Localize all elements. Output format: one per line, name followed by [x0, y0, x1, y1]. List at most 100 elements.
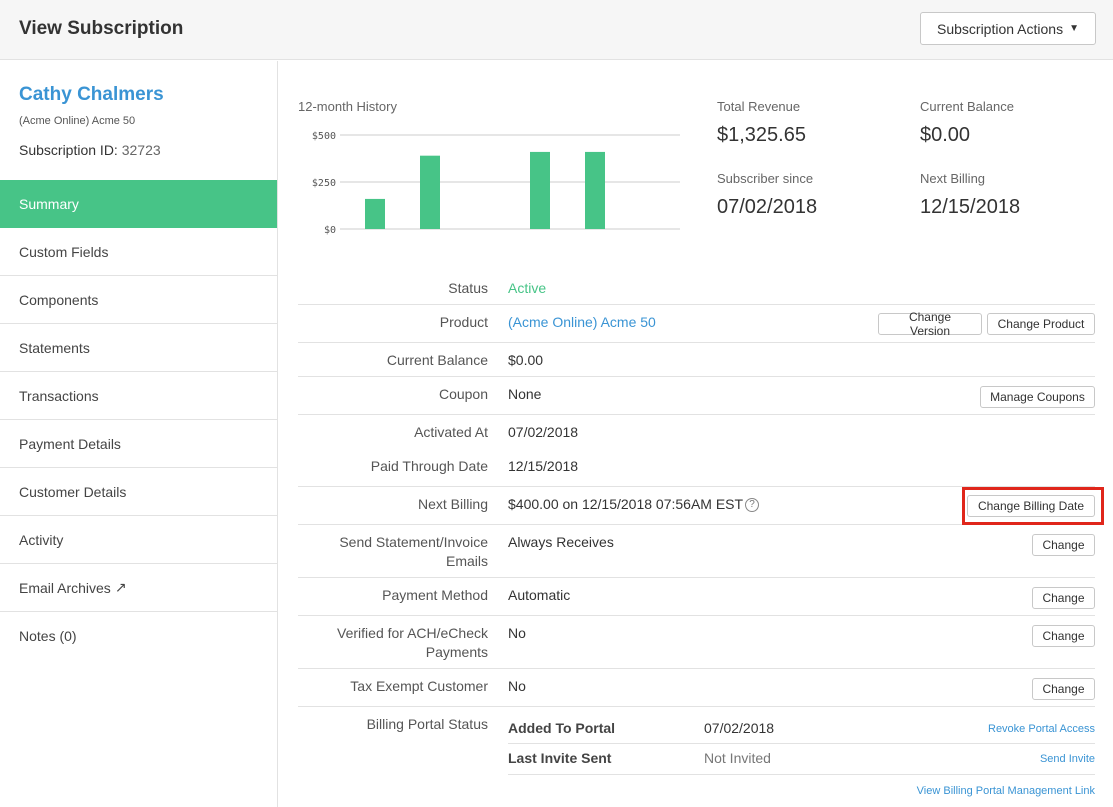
- ach-label-line2: Payments: [425, 644, 488, 660]
- ach-label: Verified for ACH/eCheck Payments: [337, 624, 488, 662]
- history-label: 12-month History: [298, 99, 397, 114]
- detail-row-balance: Current Balance $0.00: [298, 343, 1095, 377]
- change-tax-exempt-button[interactable]: Change: [1032, 678, 1095, 700]
- status-value: Active: [508, 280, 547, 296]
- activated-label: Activated At: [414, 424, 488, 440]
- next-billing-row-label: Next Billing: [417, 496, 488, 512]
- change-ach-button[interactable]: Change: [1032, 625, 1095, 647]
- sidebar-item-label: Transactions: [19, 387, 99, 404]
- y-tick-label: $0: [324, 225, 336, 236]
- paid-through-label: Paid Through Date: [370, 458, 488, 474]
- subscription-details: Status Active Product (Acme Online) Acme…: [298, 271, 1104, 807]
- sidebar-item-label: Summary: [19, 195, 79, 212]
- payment-method-label: Payment Method: [382, 587, 488, 603]
- next-billing-value: 12/15/2018: [920, 196, 1021, 218]
- portal-added-label: Added To Portal: [508, 720, 616, 736]
- sidebar-item-payment-details[interactable]: Payment Details: [0, 420, 277, 468]
- detail-row-product: Product (Acme Online) Acme 50 Change Ver…: [298, 305, 1095, 343]
- change-version-button[interactable]: Change Version: [878, 310, 982, 338]
- customer-name-link[interactable]: Cathy Chalmers: [19, 84, 164, 105]
- chart-bar: [420, 155, 440, 229]
- sidebar-item-label: Statements: [19, 339, 90, 356]
- payment-method-value: Automatic: [508, 587, 571, 603]
- page-title: View Subscription: [19, 18, 184, 39]
- statement-emails-label-line1: Send Statement/Invoice: [339, 534, 488, 550]
- change-billing-date-button[interactable]: Change Billing Date: [967, 495, 1095, 517]
- coupon-value: None: [508, 386, 542, 402]
- sidebar-item-statements[interactable]: Statements: [0, 324, 277, 372]
- change-statement-emails-button[interactable]: Change: [1032, 534, 1095, 556]
- page-header: View Subscription Subscription Actions ▼: [0, 0, 1113, 60]
- product-label: Product: [439, 314, 488, 330]
- detail-row-coupon: Coupon None Manage Coupons: [298, 377, 1095, 415]
- tax-exempt-value: No: [508, 678, 526, 694]
- portal-invite-label: Last Invite Sent: [508, 750, 612, 766]
- detail-row-tax-exempt: Tax Exempt Customer No Change: [298, 669, 1095, 707]
- send-invite-link[interactable]: Send Invite: [1039, 753, 1095, 765]
- sidebar-item-summary[interactable]: Summary: [0, 180, 277, 228]
- history-chart: $500 $250 $0: [312, 131, 680, 236]
- status-label: Status: [448, 280, 488, 296]
- detail-row-activated: Activated At 07/02/2018: [298, 415, 1095, 449]
- ach-value: No: [508, 625, 526, 641]
- chart-bar: [585, 151, 605, 229]
- revoke-portal-access-link[interactable]: Revoke Portal Access: [988, 723, 1095, 735]
- detail-row-payment-method: Payment Method Automatic Change: [298, 578, 1095, 616]
- change-payment-method-button[interactable]: Change: [1032, 587, 1095, 609]
- coupon-label: Coupon: [438, 386, 488, 402]
- detail-row-status: Status Active: [298, 271, 1095, 305]
- subscription-actions-label: Subscription Actions: [937, 20, 1064, 37]
- external-link-icon: ↗: [114, 579, 127, 595]
- help-icon[interactable]: ?: [745, 498, 760, 513]
- y-tick-label: $250: [312, 178, 336, 189]
- tax-exempt-label: Tax Exempt Customer: [350, 678, 488, 694]
- chart-bar: [530, 151, 550, 229]
- customer-product: (Acme Online) Acme 50: [19, 115, 136, 127]
- portal-added-value: 07/02/2018: [704, 720, 775, 736]
- chart-bar: [365, 198, 385, 229]
- subscription-id-label: Subscription ID:: [19, 142, 118, 158]
- sidebar-item-activity[interactable]: Activity: [0, 516, 277, 564]
- next-billing-row-value: $400.00 on 12/15/2018 07:56AM EST?: [508, 495, 760, 514]
- subscription-id-value: 32723: [121, 142, 161, 158]
- sidebar-item-label: Custom Fields: [19, 243, 109, 260]
- subscription-actions-button[interactable]: Subscription Actions ▼: [920, 12, 1096, 45]
- sidebar-nav: Summary Custom Fields Components Stateme…: [0, 180, 277, 660]
- sidebar-item-customer-details[interactable]: Customer Details: [0, 468, 277, 516]
- detail-row-statement-emails: Send Statement/Invoice Emails Always Rece…: [298, 525, 1095, 578]
- sidebar-item-components[interactable]: Components: [0, 276, 277, 324]
- chevron-down-icon: ▼: [1069, 23, 1079, 34]
- activated-value: 07/02/2018: [508, 424, 579, 440]
- ach-label-line1: Verified for ACH/eCheck: [337, 625, 488, 641]
- detail-row-next-billing: Next Billing $400.00 on 12/15/2018 07:56…: [298, 487, 1104, 525]
- balance-label: Current Balance: [386, 352, 488, 368]
- subscriber-since-label: Subscriber since: [717, 171, 814, 186]
- sidebar-item-custom-fields[interactable]: Custom Fields: [0, 228, 277, 276]
- change-product-button[interactable]: Change Product: [987, 313, 1095, 335]
- portal-invite-value: Not Invited: [704, 750, 771, 766]
- sidebar-item-label: Activity: [19, 531, 64, 548]
- sidebar-item-notes[interactable]: Notes (0): [0, 612, 277, 660]
- sidebar-item-label: Notes (0): [19, 628, 77, 644]
- view-portal-link[interactable]: View Billing Portal Management Link: [916, 785, 1095, 797]
- current-balance-value: $0.00: [920, 124, 971, 146]
- next-billing-text: $400.00 on 12/15/2018 07:56AM EST: [508, 496, 744, 512]
- statement-emails-value: Always Receives: [508, 534, 614, 550]
- next-billing-label: Next Billing: [920, 171, 986, 186]
- sidebar-item-email-archives[interactable]: Email Archives ↗: [0, 564, 277, 612]
- sidebar-item-label: Payment Details: [19, 435, 121, 452]
- y-tick-label: $500: [312, 131, 336, 142]
- detail-row-ach: Verified for ACH/eCheck Payments No Chang…: [298, 616, 1095, 669]
- sidebar-item-label: Customer Details: [19, 483, 127, 500]
- statement-emails-label-line2: Emails: [445, 553, 488, 569]
- detail-row-billing-portal: Billing Portal Status Added To Portal 07…: [298, 707, 1095, 807]
- portal-row-invite: Last Invite Sent Not Invited Send Invite: [508, 744, 1095, 775]
- manage-coupons-button[interactable]: Manage Coupons: [980, 386, 1095, 408]
- product-link[interactable]: (Acme Online) Acme 50: [508, 314, 656, 330]
- statement-emails-label: Send Statement/Invoice Emails: [339, 533, 488, 571]
- subscriber-since-value: 07/02/2018: [717, 196, 818, 218]
- balance-value: $0.00: [508, 352, 544, 368]
- total-revenue-value: $1,325.65: [717, 124, 806, 146]
- sidebar-item-transactions[interactable]: Transactions: [0, 372, 277, 420]
- total-revenue-label: Total Revenue: [717, 99, 801, 114]
